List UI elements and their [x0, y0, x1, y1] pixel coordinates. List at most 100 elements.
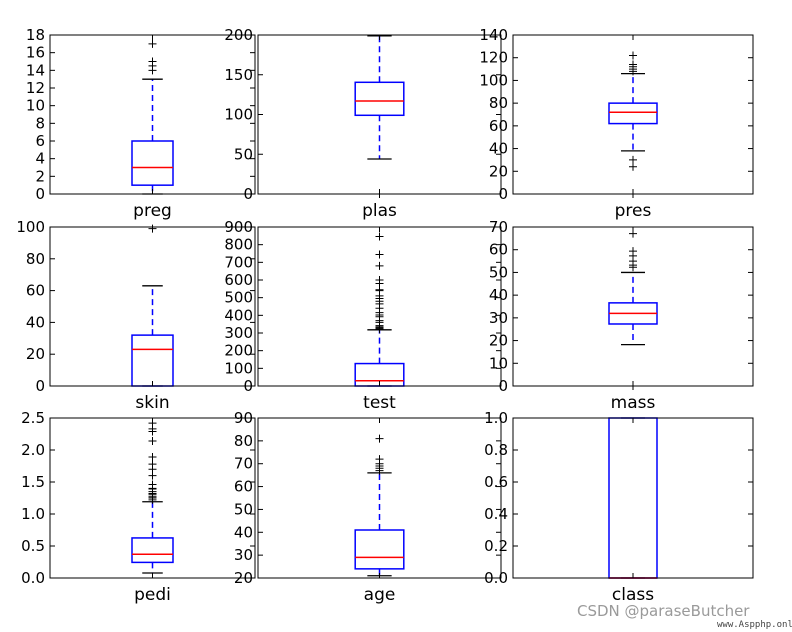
y-tick-label: 20	[234, 569, 253, 587]
subplot-class: 0.0 0.2 0.4 0.6 0.8 1.0 class	[484, 409, 754, 605]
x-label-test: test	[363, 393, 396, 413]
subplot-pres: 0 20 40 60 80 100 120 140 pres	[479, 26, 754, 221]
flier-point	[375, 232, 384, 241]
flier-point	[629, 247, 637, 256]
y-tick-label: 60	[489, 241, 508, 259]
y-tick-label: 100	[224, 359, 253, 377]
y-tick-label: 4	[35, 150, 45, 168]
y-tick-label: 0	[498, 377, 508, 395]
y-tick-label: 40	[489, 286, 508, 304]
y-tick-label: 20	[489, 332, 508, 350]
x-label-pres: pres	[615, 201, 652, 221]
x-label-class: class	[612, 585, 654, 605]
y-tick-label: 40	[234, 523, 253, 541]
flier-point	[148, 437, 157, 446]
subplot-pedi: 0.0 0.5 1.0 1.5 2.0 2.5 pedi	[21, 409, 256, 605]
iqr-box	[131, 334, 174, 387]
y-tick-label: 0	[35, 185, 45, 203]
y-tick-label: 10	[489, 354, 508, 372]
y-tick-label: 2.5	[21, 409, 45, 427]
x-label-pedi: pedi	[134, 585, 171, 605]
iqr-box	[608, 417, 658, 579]
y-tick-label: 14	[26, 61, 45, 79]
y-tick-label: 0.4	[484, 505, 508, 523]
y-tick-label: 300	[224, 324, 253, 342]
flier-point	[375, 250, 384, 259]
subplot-skin: 0 20 40 60 80 100 skin	[16, 218, 256, 413]
watermark-csdn: CSDN @paraseButcher	[577, 602, 750, 620]
flier-point	[375, 434, 384, 443]
flier-point	[375, 276, 384, 284]
y-tick-label: 60	[234, 478, 253, 496]
y-tick-label: 80	[26, 250, 45, 268]
y-tick-label: 50	[489, 263, 508, 281]
y-tick-label: 20	[26, 345, 45, 363]
y-tick-label: 0	[243, 185, 253, 203]
watermark-site: www.Aspphp.online	[717, 620, 792, 630]
y-tick-label: 8	[35, 114, 45, 132]
y-tick-label: 800	[224, 236, 253, 254]
flier-point	[148, 480, 157, 489]
flier-point	[629, 51, 637, 60]
y-tick-label: 2	[35, 167, 45, 185]
y-tick-label: 30	[489, 309, 508, 327]
flier-point	[629, 60, 637, 69]
x-label-skin: skin	[135, 393, 169, 413]
y-tick-label: 0	[498, 185, 508, 203]
iqr-box	[131, 537, 174, 564]
y-tick-label: 70	[489, 218, 508, 236]
x-label-preg: preg	[133, 201, 172, 221]
y-tick-label: 150	[224, 66, 253, 84]
y-tick-label: 16	[26, 44, 45, 62]
axes-frame	[512, 417, 754, 579]
y-tick-label: 600	[224, 271, 253, 289]
y-tick-label: 1.0	[21, 505, 45, 523]
y-tick-label: 120	[479, 49, 508, 67]
flier-point	[629, 155, 637, 164]
y-tick-label: 100	[224, 106, 253, 124]
flier-point	[375, 455, 384, 464]
x-label-plas: plas	[362, 201, 397, 221]
y-tick-label: 90	[234, 409, 253, 427]
y-tick-label: 100	[16, 218, 45, 236]
y-tick-label: 200	[224, 342, 253, 360]
y-tick-label: 80	[489, 94, 508, 112]
y-tick-label: 0.0	[484, 569, 508, 587]
y-tick-label: 900	[224, 218, 253, 236]
y-tick-label: 80	[234, 432, 253, 450]
y-tick-label: 18	[26, 26, 45, 44]
flier-point	[629, 162, 637, 171]
y-tick-label: 0.5	[21, 537, 45, 555]
y-tick-label: 1.0	[484, 409, 508, 427]
flier-point	[148, 57, 157, 66]
y-tick-label: 0.8	[484, 441, 508, 459]
iqr-box	[354, 81, 405, 117]
y-tick-label: 100	[479, 71, 508, 89]
y-tick-label: 0.2	[484, 537, 508, 555]
flier-point	[148, 453, 157, 462]
y-tick-label: 40	[26, 313, 45, 331]
y-tick-label: 400	[224, 306, 253, 324]
y-tick-label: 0	[243, 377, 253, 395]
y-tick-label: 10	[26, 97, 45, 115]
iqr-box	[608, 102, 658, 125]
y-tick-label: 60	[489, 117, 508, 135]
flier-point	[148, 460, 157, 469]
y-tick-label: 200	[224, 26, 253, 44]
iqr-box	[354, 529, 405, 570]
flier-point	[375, 261, 384, 270]
x-label-age: age	[364, 585, 396, 605]
y-tick-label: 12	[26, 79, 45, 97]
subplot-plas: 0 50 100 150 200 plas	[224, 26, 502, 221]
y-tick-label: 0.0	[21, 569, 45, 587]
y-tick-label: 50	[234, 500, 253, 518]
y-tick-label: 40	[489, 140, 508, 158]
y-tick-label: 30	[234, 546, 253, 564]
subplot-age: 20 30 40 50 60 70 80 90 age	[234, 409, 502, 605]
y-tick-label: 50	[234, 145, 253, 163]
y-tick-label: 70	[234, 455, 253, 473]
y-tick-label: 0	[35, 377, 45, 395]
y-tick-label: 60	[26, 282, 45, 300]
